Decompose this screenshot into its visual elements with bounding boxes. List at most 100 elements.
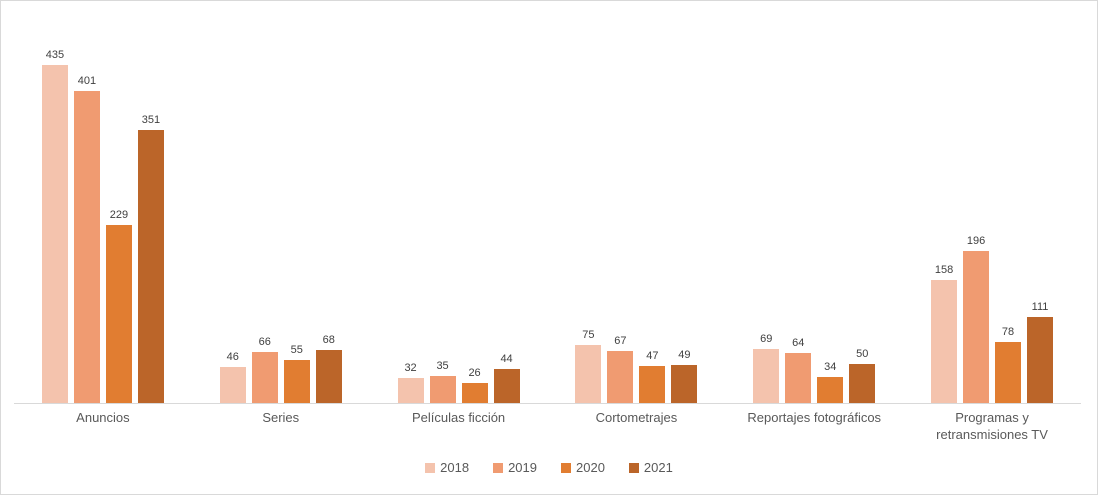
bar-2019[interactable]: [429, 376, 456, 403]
data-label: 111: [1031, 301, 1049, 313]
data-label: 35: [436, 360, 449, 372]
bar-2019[interactable]: [73, 91, 100, 403]
data-label: 32: [404, 362, 417, 374]
bar-2019[interactable]: [251, 352, 278, 403]
bar-column: 229: [105, 209, 132, 403]
data-label: 68: [322, 334, 335, 346]
bar-2021[interactable]: [137, 130, 164, 403]
bar-2018[interactable]: [753, 349, 780, 403]
bar-2018[interactable]: [219, 367, 246, 403]
category-label: Programas y retransmisiones TV: [936, 410, 1048, 442]
bar-group: 46 66 55 68: [192, 1, 370, 403]
bar-2021[interactable]: [493, 369, 520, 403]
bar-column: 196: [963, 235, 990, 403]
bar-column: 32: [397, 362, 424, 403]
bar-column: 44: [493, 353, 520, 403]
data-label: 64: [792, 337, 805, 349]
data-label: 47: [646, 350, 659, 362]
data-label: 158: [934, 264, 954, 276]
bar-2018[interactable]: [41, 65, 68, 403]
bar-2021[interactable]: [849, 364, 876, 403]
legend-label: 2018: [440, 460, 470, 475]
data-label: 46: [226, 351, 239, 363]
bar-column: 111: [1027, 301, 1054, 403]
bar-column: 55: [283, 344, 310, 403]
bar-column: 68: [315, 334, 342, 403]
legend-label: 2019: [508, 460, 537, 475]
plot-area: 435 401 229 351 46 66 55 68 32 35 26 44 75 67 47 49 69 64…: [14, 1, 1081, 404]
bar-column: 50: [849, 348, 876, 403]
bar-2021[interactable]: [1027, 317, 1054, 403]
bar-2018[interactable]: [575, 345, 602, 403]
data-label: 401: [77, 75, 97, 87]
bar-column: 435: [41, 49, 68, 403]
bar-2020[interactable]: [283, 360, 310, 403]
data-label: 55: [290, 344, 303, 356]
data-label: 66: [258, 336, 271, 348]
legend-swatch-icon: [628, 462, 639, 473]
bar-column: 69: [753, 333, 780, 403]
bar-column: 401: [73, 75, 100, 403]
category-label: Series: [262, 410, 300, 425]
bar-group: 158 196 78 111: [903, 1, 1081, 403]
data-label: 50: [856, 348, 869, 360]
bar-column: 158: [931, 264, 958, 403]
bar-column: 351: [137, 114, 164, 403]
bar-column: 67: [607, 335, 634, 403]
data-label: 75: [582, 329, 595, 341]
legend-item-2018[interactable]: 2018: [425, 460, 469, 475]
bar-column: 47: [639, 350, 666, 403]
bar-2020[interactable]: [105, 225, 132, 403]
category-label: Cortometrajes: [595, 410, 678, 425]
category-label: Anuncios: [76, 410, 130, 425]
category-label: Películas ficción: [411, 410, 506, 425]
bar-group: 75 67 47 49: [547, 1, 725, 403]
bar-column: 75: [575, 329, 602, 403]
bar-2020[interactable]: [639, 366, 666, 403]
data-label: 34: [824, 361, 837, 373]
bar-column: 64: [785, 337, 812, 403]
bar-column: 49: [671, 349, 698, 403]
bar-2020[interactable]: [995, 342, 1022, 403]
bar-group: 69 64 34 50: [725, 1, 903, 403]
bar-column: 26: [461, 367, 488, 403]
bar-2020[interactable]: [817, 377, 844, 403]
bar-column: 78: [995, 326, 1022, 403]
bar-2018[interactable]: [397, 378, 424, 403]
bar-2020[interactable]: [461, 383, 488, 403]
bar-2021[interactable]: [671, 365, 698, 403]
legend-item-2020[interactable]: 2020: [561, 460, 605, 475]
legend-item-2019[interactable]: 2019: [493, 460, 537, 475]
bar-2021[interactable]: [315, 350, 342, 403]
bar-column: 35: [429, 360, 456, 403]
data-label: 49: [678, 349, 691, 361]
legend-item-2021[interactable]: 2021: [628, 460, 673, 475]
legend-swatch-icon: [493, 462, 504, 473]
bar-column: 66: [251, 336, 278, 403]
bar-group: 435 401 229 351: [14, 1, 192, 403]
data-label: 69: [760, 333, 773, 345]
legend-label: 2020: [576, 460, 605, 475]
data-label: 229: [109, 209, 129, 221]
data-label: 196: [966, 235, 986, 247]
data-label: 67: [614, 335, 627, 347]
category-label: Reportajes fotográficos: [747, 410, 882, 425]
bar-2019[interactable]: [963, 251, 990, 403]
category-axis: Anuncios Series Películas ficción Cortometr…: [14, 410, 1081, 444]
data-label: 44: [500, 353, 513, 365]
bar-group: 32 35 26 44: [370, 1, 548, 403]
data-label: 435: [45, 49, 65, 61]
bar-column: 46: [219, 351, 246, 403]
bar-column: 34: [817, 361, 844, 403]
legend: 2018 2019 2020 2021: [1, 460, 1097, 475]
data-label: 26: [468, 367, 481, 379]
legend-label: 2021: [643, 460, 673, 475]
bar-2019[interactable]: [785, 353, 812, 403]
bar-2018[interactable]: [931, 280, 958, 403]
legend-swatch-icon: [425, 462, 436, 473]
bar-2019[interactable]: [607, 351, 634, 403]
legend-swatch-icon: [561, 462, 571, 473]
data-label: 78: [1001, 326, 1015, 338]
data-label: 351: [141, 114, 161, 126]
